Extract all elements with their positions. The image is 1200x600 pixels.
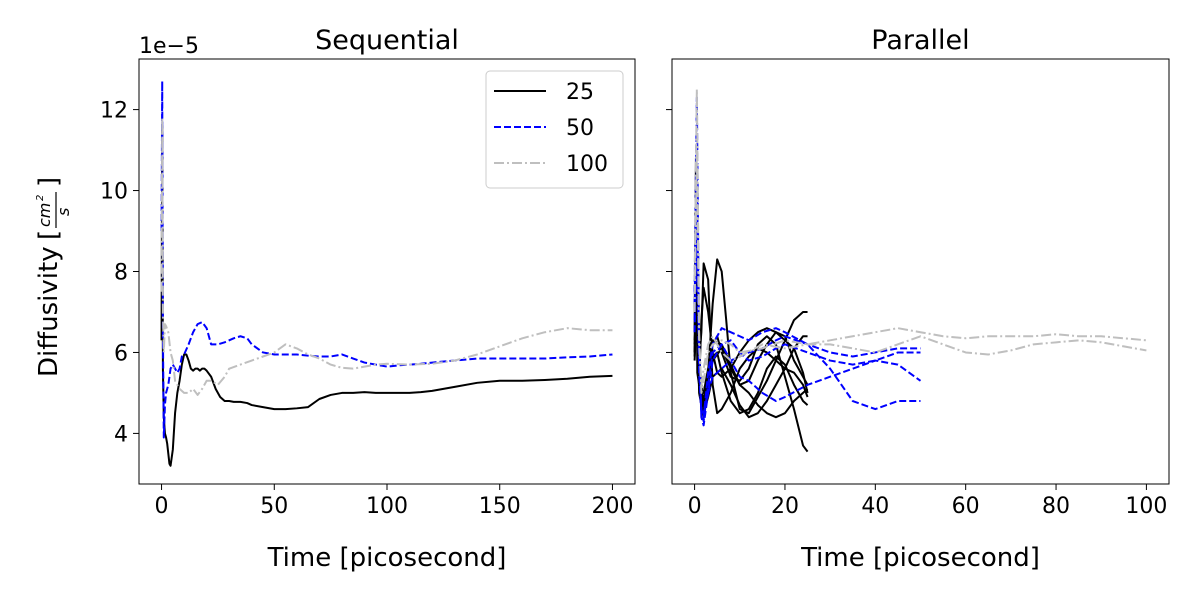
y-offset-text: 1e−5 [139,34,199,59]
panel-sequential: 0 50 100 150 200 4 6 8 10 12 Sequential Time [picos… [100,25,636,573]
series-line-50-9 [693,217,922,423]
panel-title-parallel: Parallel [871,25,969,56]
x-tick-label-parallel-20: 20 [771,494,799,519]
series-line-50-11 [693,238,921,415]
x-axis-label-parallel: Time [picosecond] [800,543,1040,573]
x-tick-label-parallel-100: 100 [1125,494,1167,519]
x-tick-label-sequential-150: 150 [479,494,521,519]
series-group-sequential [160,80,613,467]
y-tick-label-12: 12 [100,99,128,124]
y-tick-label-4: 4 [114,422,128,447]
y-axis-unit-close-bracket: ] [34,177,64,187]
x-tick-label-sequential-100: 100 [366,494,408,519]
x-tick-label-sequential-0: 0 [155,494,169,519]
legend-label-25: 25 [566,80,594,105]
series-line-100-2 [160,116,613,396]
plot-frame-parallel [671,58,1170,485]
y-axis-unit-open-bracket: [ [34,230,64,240]
series-line-50-1 [160,80,613,439]
legend-label-50: 50 [566,116,594,141]
legend: 25 50 100 [485,70,624,189]
x-tick-label-parallel-60: 60 [952,494,980,519]
x-tick-label-parallel-40: 40 [861,494,889,519]
y-axis-unit-denominator: s [54,208,73,216]
panel-title-sequential: Sequential [315,25,459,56]
y-axis-unit-exponent: 2 [35,195,46,201]
x-tick-label-parallel-80: 80 [1042,494,1070,519]
legend-label-100: 100 [566,152,608,177]
series-group-parallel [693,88,1147,453]
y-tick-label-6: 6 [114,341,128,366]
y-tick-label-10: 10 [100,180,128,205]
x-axis-label-sequential: Time [picosecond] [267,543,507,573]
series-line-50-8 [693,96,921,427]
y-tick-label-8: 8 [114,261,128,286]
series-line-100-12 [693,88,1147,394]
series-line-25-0 [160,124,613,467]
series-line-25-7 [693,278,809,419]
y-axis-unit-numerator: cm [35,203,54,227]
x-tick-label-parallel-0: 0 [688,494,702,519]
panel-parallel: 0 20 40 60 80 100 Parallel Time [picosecond] [666,25,1170,573]
y-axis-label-text: Diffusivity [34,246,64,377]
y-axis-label: Diffusivity [ cm 2 s ] [34,177,73,377]
x-tick-label-sequential-50: 50 [260,494,288,519]
x-tick-label-sequential-200: 200 [591,494,633,519]
legend-frame [485,70,624,189]
